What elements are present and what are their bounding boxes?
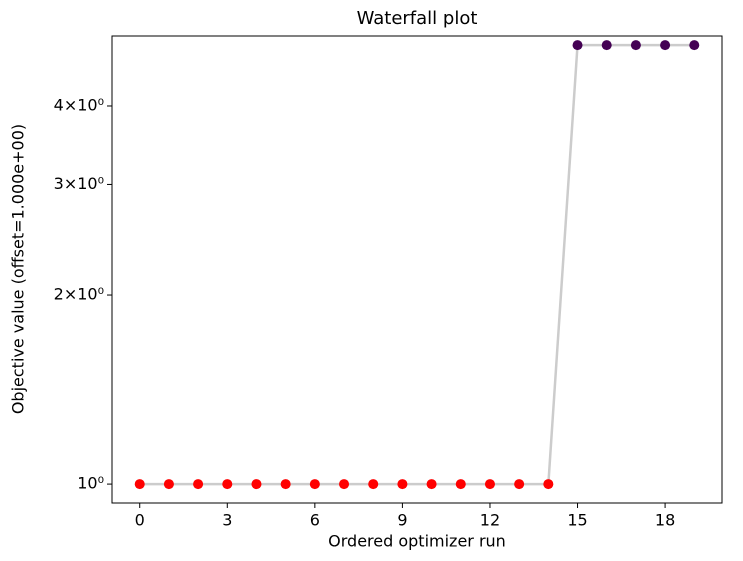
x-tick-label: 18: [655, 511, 675, 530]
x-axis-label: Ordered optimizer run: [328, 532, 506, 551]
point: [309, 479, 320, 490]
x-tick-label: 12: [480, 511, 500, 530]
x-tick-label: 0: [135, 511, 145, 530]
point: [193, 479, 204, 490]
point: [222, 479, 233, 490]
point: [339, 479, 350, 490]
plot-frame: [111, 35, 723, 504]
point: [660, 40, 671, 51]
y-tick-label: 4×10⁰: [54, 95, 104, 114]
point: [689, 40, 700, 51]
chart-title: Waterfall plot: [357, 8, 478, 29]
y-axis-label: Objective value (offset=1.000e+00): [9, 124, 28, 414]
point: [251, 479, 262, 490]
x-tick-label: 9: [397, 511, 407, 530]
x-tick-label: 15: [567, 511, 587, 530]
x-tick-label: 6: [310, 511, 320, 530]
point: [484, 479, 495, 490]
y-tick-label: 2×10⁰: [54, 285, 104, 304]
y-tick-label: 3×10⁰: [54, 174, 104, 193]
point: [601, 40, 612, 51]
y-tick-label: 10⁰: [77, 474, 104, 493]
point: [630, 40, 641, 51]
series-line: [139, 43, 695, 486]
point: [426, 479, 437, 490]
point: [455, 479, 466, 490]
point: [368, 479, 379, 490]
point: [572, 40, 583, 51]
point: [134, 479, 145, 490]
point: [543, 479, 554, 490]
point: [280, 479, 291, 490]
x-tick-label: 3: [222, 511, 232, 530]
point: [163, 479, 174, 490]
point: [514, 479, 525, 490]
point: [397, 479, 408, 490]
